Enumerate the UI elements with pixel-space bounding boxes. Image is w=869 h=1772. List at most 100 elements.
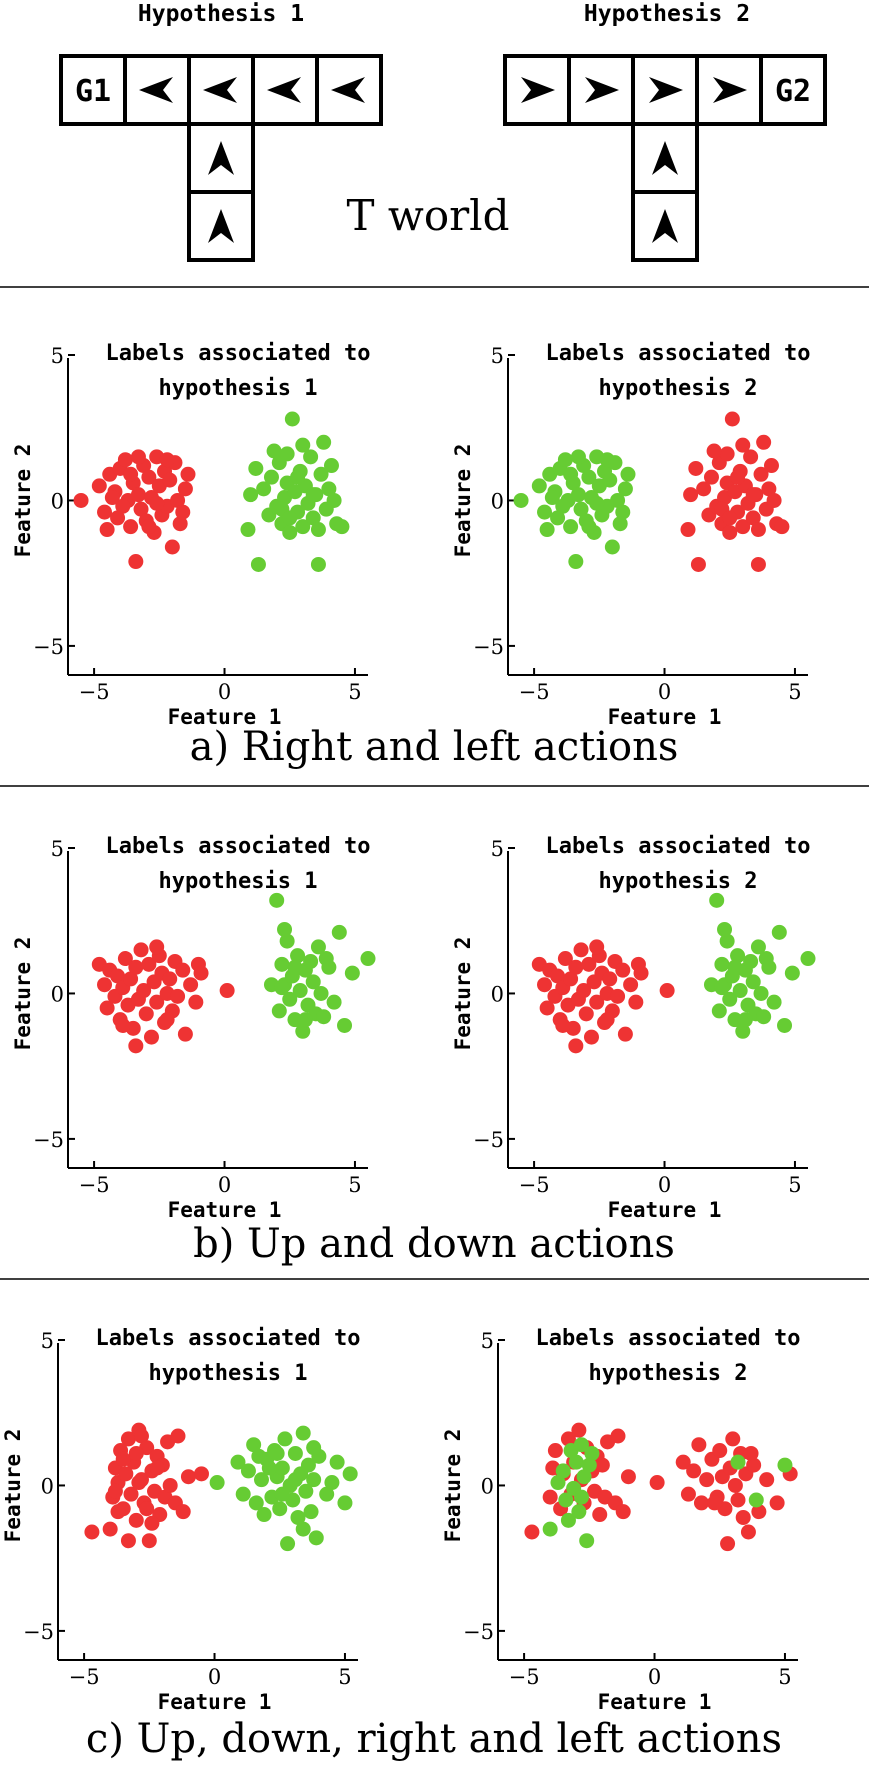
data-point-green (310, 522, 326, 538)
data-point-green (209, 1475, 225, 1491)
data-point-green (568, 554, 584, 570)
x-tick-label: 0 (218, 680, 231, 704)
data-point-green (253, 1472, 269, 1488)
data-point-green (337, 1017, 353, 1033)
data-point-red (149, 495, 165, 511)
y-tick-label: 5 (51, 344, 64, 368)
data-point-red (766, 492, 782, 508)
data-point-green (771, 924, 787, 940)
data-point-red (539, 1000, 555, 1016)
data-point-green (334, 519, 350, 535)
data-point-green (748, 1492, 764, 1508)
data-point-green (269, 892, 285, 908)
data-point-green (323, 458, 339, 474)
data-point-red (188, 994, 204, 1010)
data-point-red (102, 1521, 118, 1537)
data-point-green (602, 472, 618, 488)
data-point-red (115, 498, 131, 514)
data-point-red (686, 1463, 702, 1479)
data-point-green (324, 1475, 340, 1491)
data-point-green (316, 434, 332, 450)
data-point-green (235, 1486, 251, 1502)
data-point-green (290, 469, 306, 485)
data-point-green (321, 481, 337, 497)
x-tick-label: 5 (348, 680, 361, 704)
data-point-red (555, 1017, 571, 1033)
data-point-red (761, 481, 777, 497)
data-point-red (175, 504, 191, 520)
data-point-red (571, 1422, 587, 1438)
data-point-green (756, 1009, 772, 1025)
data-point-red (623, 977, 639, 993)
data-point-red (576, 983, 592, 999)
x-axis-label: Feature 1 (608, 1198, 722, 1222)
data-point-green (329, 1454, 345, 1470)
data-point-red (602, 971, 618, 987)
data-point-red (615, 1504, 631, 1520)
data-point-green (290, 948, 306, 964)
goal-g1-label: G1 (75, 74, 111, 109)
grid-cell (759, 54, 827, 126)
data-point-green (274, 1460, 290, 1476)
x-tick-label: −5 (79, 680, 110, 704)
data-point-red (628, 994, 644, 1010)
data-point-red (537, 977, 553, 993)
data-point-green (246, 1437, 262, 1453)
data-point-red (769, 1495, 785, 1511)
data-point-red (649, 1475, 665, 1491)
data-point-red (128, 1512, 144, 1528)
data-point-green (542, 1521, 558, 1537)
data-point-red (550, 968, 566, 984)
data-point-green (230, 1454, 246, 1470)
data-point-green (537, 504, 553, 520)
data-point-green (279, 933, 295, 949)
data-point-red (149, 1460, 165, 1476)
data-point-red (193, 1466, 209, 1482)
data-point-green (753, 985, 769, 1001)
data-point-green (306, 1440, 322, 1456)
data-point-red (756, 434, 772, 450)
data-point-green (777, 1457, 793, 1473)
data-point-red (91, 478, 107, 494)
data-point-red (599, 1012, 615, 1028)
data-point-red (722, 524, 738, 540)
data-point-red (724, 411, 740, 427)
data-point-green (568, 1454, 584, 1470)
scatter-plots: Labels associated to hypothesis 1 −5 0 5 5 0 −5… (1, 341, 816, 1714)
data-point-green (272, 1501, 288, 1517)
data-point-red (722, 510, 738, 526)
data-point-red (144, 1515, 160, 1531)
data-point-red (170, 492, 186, 508)
right-arrow-icon (713, 77, 747, 103)
data-point-red (735, 437, 751, 453)
x-tick-label: 0 (658, 680, 671, 704)
data-point-green (730, 1454, 746, 1470)
data-point-green (589, 495, 605, 511)
data-point-red (143, 1029, 159, 1045)
data-point-green (570, 449, 586, 465)
y-tick-label: 0 (41, 1474, 54, 1498)
x-tick-label: −5 (519, 1173, 550, 1197)
data-point-red (99, 522, 115, 538)
data-point-red (118, 1466, 134, 1482)
data-point-green (277, 921, 293, 937)
hypothesis-2-arrows (521, 77, 747, 243)
x-tick-label: 0 (648, 1665, 661, 1689)
data-point-red (180, 1469, 196, 1485)
right-arrow-icon (649, 77, 683, 103)
plot-title: Labels associated to (96, 1326, 361, 1351)
data-point-green (563, 466, 579, 482)
data-point-red (706, 443, 722, 459)
data-point-green (269, 1445, 285, 1461)
data-point-red (610, 1428, 626, 1444)
data-point-green (284, 411, 300, 427)
data-point-green (297, 1012, 313, 1028)
x-tick-label: 5 (348, 1173, 361, 1197)
x-axis-label: Feature 1 (608, 705, 722, 729)
data-point-green (571, 1504, 587, 1520)
data-point-green (550, 1475, 566, 1491)
grid-cell (631, 190, 699, 262)
y-tick-label: 5 (491, 837, 504, 861)
data-point-red (128, 1038, 144, 1054)
data-point-green (800, 951, 816, 967)
